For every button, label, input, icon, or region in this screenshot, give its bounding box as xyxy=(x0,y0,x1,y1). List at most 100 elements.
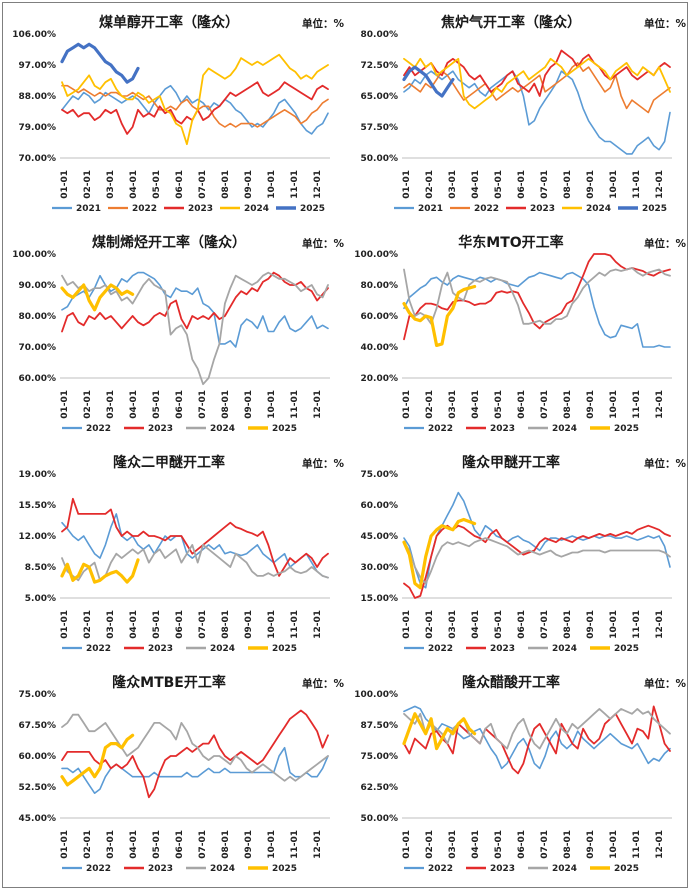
x-tick-label: 12-01 xyxy=(313,610,323,639)
y-tick-label: 60.00% xyxy=(361,501,399,511)
legend-label: 2023 xyxy=(148,864,173,874)
chart-title: 焦炉气开工率（隆众） xyxy=(440,14,581,31)
chart-panel-0: 煤单醇开工率（隆众） 单位：% 106.00% 97.00% 88.00% 79.00% 7… xyxy=(4,8,346,226)
legend-label: 2022 xyxy=(428,864,453,874)
x-tick-label: 04-01 xyxy=(129,830,139,859)
x-tick-label: 05-01 xyxy=(152,610,162,639)
legend-label: 2023 xyxy=(490,424,515,434)
series-line-2021 xyxy=(403,70,671,155)
series-line-2024 xyxy=(403,267,671,325)
y-tick-label: 67.50% xyxy=(19,721,57,731)
y-tick-label: 62.50% xyxy=(361,783,399,793)
y-tick-label: 100.00% xyxy=(354,690,398,700)
x-tick-label: 11-01 xyxy=(290,830,300,859)
legend-label: 2025 xyxy=(614,644,639,654)
chart-svg: 隆众二甲醚开工率 单位：% 19.00% 15.50% 12.00% 8.50% 5.00%… xyxy=(19,454,345,654)
x-tick-label: 06-01 xyxy=(175,610,185,639)
x-tick-label: 01-01 xyxy=(60,170,70,199)
chart-panel-7: 隆众醋酸开工率 单位：% 100.00% 87.50% 75.00% 62.50% 50.0… xyxy=(346,668,688,886)
chart-panel-3: 华东MTO开工率 单位：% 100.00% 80.00% 60.00% 40.00% 20.… xyxy=(346,228,688,446)
chart-panel-1: 焦炉气开工率（隆众） 单位：% 80.00% 72.50% 65.00% 57.50% 50… xyxy=(346,8,688,226)
unit-label: 单位：% xyxy=(302,17,344,30)
series-line-2022 xyxy=(403,705,671,770)
x-tick-label: 11-01 xyxy=(290,170,300,199)
x-tick-label: 01-01 xyxy=(60,610,70,639)
legend-label: 2025 xyxy=(614,864,639,874)
series-line-2023 xyxy=(403,705,671,775)
x-tick-label: 09-01 xyxy=(586,830,596,859)
y-tick-label: 70.00% xyxy=(19,154,57,164)
y-tick-label: 106.00% xyxy=(12,30,56,40)
chart-title: 煤制烯烃开工率（隆众） xyxy=(92,234,246,251)
unit-label: 单位：% xyxy=(644,237,686,250)
series-line-2025 xyxy=(60,733,135,787)
x-tick-label: 10-01 xyxy=(267,610,277,639)
x-tick-label: 05-01 xyxy=(152,830,162,859)
y-tick-label: 60.00% xyxy=(19,752,57,762)
y-tick-label: 12.00% xyxy=(19,532,57,542)
x-tick-label: 05-01 xyxy=(152,390,162,419)
legend-label: 2025 xyxy=(642,204,667,214)
y-tick-label: 5.00% xyxy=(25,594,56,604)
y-tick-label: 57.50% xyxy=(361,123,399,133)
x-tick-label: 02-01 xyxy=(83,390,93,419)
unit-label: 单位：% xyxy=(302,677,344,690)
x-tick-label: 02-01 xyxy=(425,610,435,639)
chart-svg: 焦炉气开工率（隆众） 单位：% 80.00% 72.50% 65.00% 57.50% 50… xyxy=(361,14,687,214)
x-tick-label: 08-01 xyxy=(563,610,573,639)
x-tick-label: 12-01 xyxy=(655,830,665,859)
legend-label: 2023 xyxy=(188,204,213,214)
y-tick-label: 80.00% xyxy=(19,312,57,322)
x-tick-label: 01-01 xyxy=(402,390,412,419)
y-tick-label: 19.00% xyxy=(19,470,57,480)
x-tick-label: 07-01 xyxy=(198,610,208,639)
y-tick-label: 100.00% xyxy=(354,250,398,260)
series-line-2022 xyxy=(403,271,671,348)
x-tick-label: 08-01 xyxy=(221,830,231,859)
chart-svg: 隆众MTBE开工率 单位：% 75.00% 67.50% 60.00% 52.50% 45.… xyxy=(19,674,345,874)
x-tick-label: 09-01 xyxy=(586,390,596,419)
chart-title: 隆众二甲醚开工率 xyxy=(113,454,225,471)
legend-label: 2022 xyxy=(86,864,111,874)
x-tick-label: 08-01 xyxy=(221,610,231,639)
x-tick-label: 01-01 xyxy=(402,610,412,639)
legend-label: 2024 xyxy=(552,864,577,874)
x-tick-label: 02-01 xyxy=(83,170,93,199)
x-tick-label: 02-01 xyxy=(83,610,93,639)
x-tick-label: 10-01 xyxy=(609,610,619,639)
x-tick-label: 10-01 xyxy=(267,170,277,199)
x-tick-label: 02-01 xyxy=(83,830,93,859)
y-tick-label: 30.00% xyxy=(361,563,399,573)
y-tick-label: 88.00% xyxy=(19,92,57,102)
x-tick-label: 06-01 xyxy=(517,610,527,639)
x-tick-label: 04-01 xyxy=(471,830,481,859)
y-tick-label: 72.50% xyxy=(361,61,399,71)
x-tick-label: 04-01 xyxy=(129,390,139,419)
legend-label: 2024 xyxy=(244,204,269,214)
x-tick-label: 10-01 xyxy=(609,390,619,419)
y-tick-label: 15.50% xyxy=(19,501,57,511)
y-tick-label: 75.00% xyxy=(19,690,57,700)
x-tick-label: 01-01 xyxy=(402,830,412,859)
x-tick-label: 07-01 xyxy=(540,830,550,859)
series-line-2024 xyxy=(403,57,671,110)
x-tick-label: 08-01 xyxy=(563,390,573,419)
y-tick-label: 50.00% xyxy=(361,814,399,824)
unit-label: 单位：% xyxy=(302,457,344,470)
legend-label: 2024 xyxy=(552,644,577,654)
x-tick-label: 01-01 xyxy=(60,830,70,859)
x-tick-label: 06-01 xyxy=(175,170,185,199)
legend-label: 2023 xyxy=(530,204,555,214)
series-line-2025 xyxy=(402,517,477,590)
x-tick-label: 09-01 xyxy=(244,610,254,639)
legend-label: 2025 xyxy=(614,424,639,434)
chart-title: 华东MTO开工率 xyxy=(458,234,563,251)
x-tick-label: 11-01 xyxy=(632,170,642,199)
x-tick-label: 04-01 xyxy=(129,170,139,199)
series-line-2025 xyxy=(60,283,135,312)
series-line-2023 xyxy=(61,271,329,333)
chart-title: 隆众MTBE开工率 xyxy=(112,674,226,691)
series-line-2023 xyxy=(61,709,329,799)
x-tick-label: 05-01 xyxy=(152,170,162,199)
y-tick-label: 40.00% xyxy=(361,343,399,353)
